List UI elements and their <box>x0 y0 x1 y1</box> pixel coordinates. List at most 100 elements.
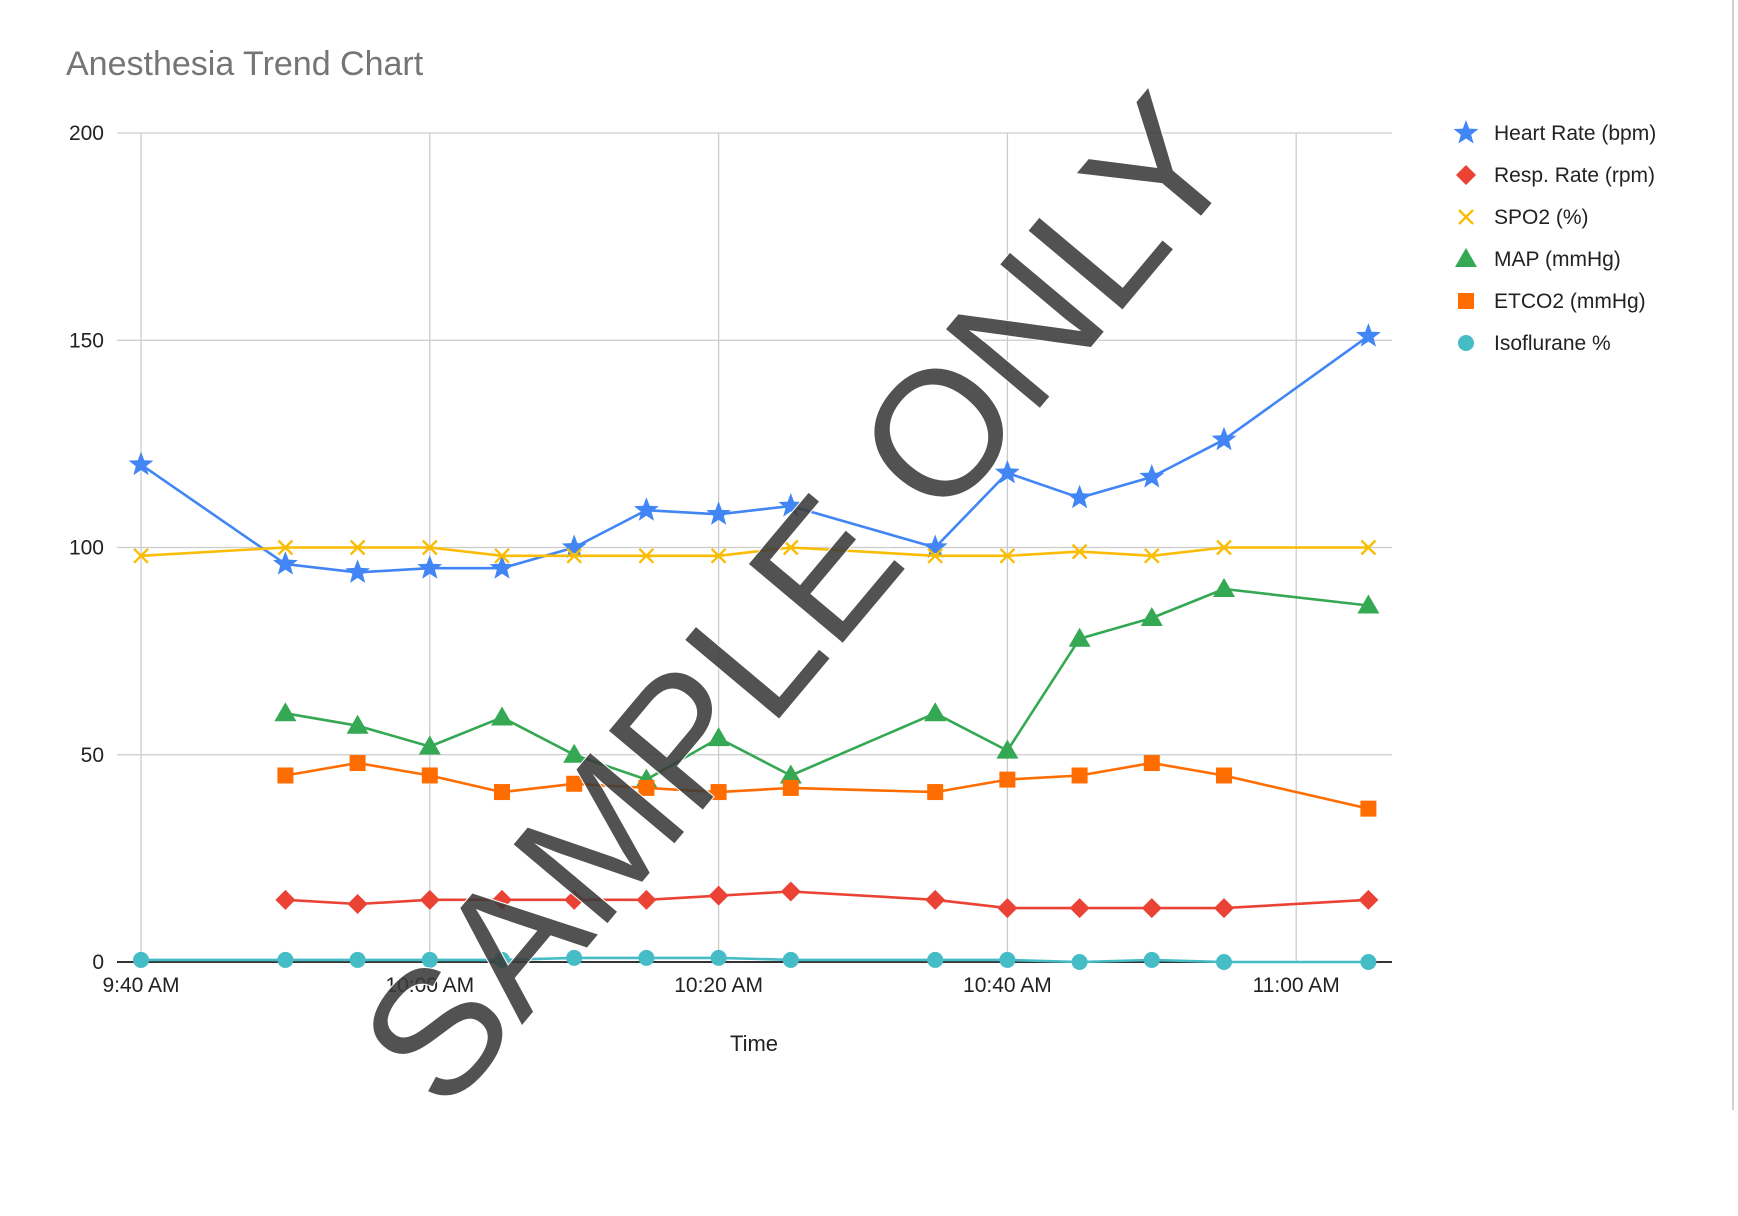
data-point-heart-rate-bpm <box>273 551 298 575</box>
data-point-heart-rate-bpm <box>634 497 659 521</box>
data-point-spo2 <box>1143 547 1160 564</box>
data-point-map-mmhg <box>707 727 730 747</box>
data-point-isoflurane <box>782 951 799 968</box>
legend-item-etco2-mmhg: ETCO2 (mmHg) <box>1458 290 1646 313</box>
data-point-etco2-mmhg <box>494 784 510 801</box>
series-line-map-mmhg <box>285 587 1369 781</box>
data-point-isoflurane <box>638 949 655 966</box>
legend-item-isoflurane: Isoflurane % <box>1458 332 1611 355</box>
data-point-spo2 <box>782 539 799 556</box>
data-point-map-mmhg <box>346 714 369 734</box>
legend-label-spo2: SPO2 (%) <box>1494 206 1589 229</box>
data-point-map-mmhg <box>418 735 441 755</box>
series-spo2 <box>133 539 1377 564</box>
data-point-etco2-mmhg <box>638 779 655 796</box>
data-point-isoflurane <box>1360 954 1377 970</box>
legend-label-etco2-mmhg: ETCO2 (mmHg) <box>1494 290 1646 313</box>
data-point-isoflurane <box>421 951 438 968</box>
data-point-heart-rate-bpm <box>489 555 515 579</box>
x-tick-label: 10:20 AM <box>674 974 763 997</box>
data-point-spo2 <box>1360 539 1377 556</box>
series-etco2-mmhg <box>277 755 1377 817</box>
data-point-heart-rate-bpm <box>1356 323 1381 347</box>
data-point-spo2 <box>1216 539 1232 556</box>
data-point-resp-rate-rpm <box>347 893 368 914</box>
data-point-heart-rate-bpm <box>128 451 154 476</box>
legend-item-heart-rate-bpm: Heart Rate (bpm) <box>1453 120 1656 145</box>
data-point-map-mmhg <box>1068 627 1091 647</box>
x-tick-label: 9:40 AM <box>102 974 179 997</box>
legend: Heart Rate (bpm) Resp. Rate (rpm) SPO2 (%)… <box>1453 120 1656 355</box>
data-point-heart-rate-bpm <box>778 493 804 517</box>
data-point-resp-rate-rpm <box>780 881 801 902</box>
data-point-isoflurane <box>277 951 294 968</box>
y-tick-label: 0 <box>92 951 104 974</box>
data-point-etco2-mmhg <box>566 775 583 792</box>
data-point-heart-rate-bpm <box>1211 426 1237 451</box>
chart-title: Anesthesia Trend Chart <box>66 45 424 83</box>
data-point-heart-rate-bpm <box>922 534 948 558</box>
data-point-spo2 <box>277 539 294 556</box>
data-point-heart-rate-bpm <box>706 501 731 525</box>
legend-label-resp-rate-rpm: Resp. Rate (rpm) <box>1494 164 1655 187</box>
legend-label-heart-rate-bpm: Heart Rate (bpm) <box>1494 122 1656 145</box>
data-point-heart-rate-bpm <box>1067 484 1092 509</box>
x-tick-label: 10:00 AM <box>385 974 474 997</box>
series-layer <box>128 323 1381 970</box>
data-point-isoflurane <box>494 951 510 968</box>
data-point-map-mmhg <box>491 706 513 726</box>
data-point-spo2 <box>494 547 510 564</box>
data-point-isoflurane <box>999 951 1016 968</box>
legend-marker-spo2 <box>1458 209 1474 225</box>
data-point-spo2 <box>421 539 438 556</box>
legend-marker-resp-rate-rpm <box>1456 165 1476 185</box>
data-point-heart-rate-bpm <box>417 555 443 579</box>
series-heart-rate-bpm <box>128 323 1381 583</box>
data-point-spo2 <box>999 547 1016 564</box>
data-point-resp-rate-rpm <box>636 889 657 910</box>
data-point-map-mmhg <box>924 702 947 722</box>
data-point-spo2 <box>710 547 727 564</box>
data-point-heart-rate-bpm <box>561 534 587 558</box>
data-point-etco2-mmhg <box>927 784 944 801</box>
data-point-etco2-mmhg <box>1360 800 1377 817</box>
data-point-etco2-mmhg <box>1143 755 1160 772</box>
data-point-resp-rate-rpm <box>708 885 729 906</box>
data-point-etco2-mmhg <box>1071 767 1088 784</box>
data-point-isoflurane <box>133 951 149 968</box>
series-line-resp-rate-rpm <box>285 890 1369 910</box>
data-point-isoflurane <box>1143 951 1160 968</box>
legend-label-isoflurane: Isoflurane % <box>1494 332 1611 355</box>
data-point-map-mmhg <box>1213 577 1235 597</box>
data-point-etco2-mmhg <box>421 767 438 784</box>
data-point-isoflurane <box>1216 954 1232 970</box>
data-point-resp-rate-rpm <box>1358 889 1379 910</box>
data-point-heart-rate-bpm <box>345 559 370 583</box>
data-point-spo2 <box>927 547 944 564</box>
legend-label-map-mmhg: MAP (mmHg) <box>1494 248 1621 271</box>
data-point-resp-rate-rpm <box>564 889 585 910</box>
legend-item-resp-rate-rpm: Resp. Rate (rpm) <box>1456 164 1655 187</box>
data-point-isoflurane <box>349 951 366 968</box>
series-isoflurane <box>133 949 1377 970</box>
legend-marker-isoflurane <box>1458 335 1474 351</box>
data-point-etco2-mmhg <box>277 767 294 784</box>
y-tick-label: 150 <box>69 329 104 352</box>
page-edge-line <box>1732 0 1734 1110</box>
data-point-isoflurane <box>927 951 944 968</box>
data-point-map-mmhg <box>1140 606 1163 626</box>
x-tick-label: 10:40 AM <box>963 974 1052 997</box>
data-point-etco2-mmhg <box>710 784 727 801</box>
legend-item-spo2: SPO2 (%) <box>1458 206 1589 229</box>
data-point-map-mmhg <box>274 702 297 722</box>
data-point-isoflurane <box>566 949 583 966</box>
data-point-etco2-mmhg <box>349 755 366 772</box>
y-tick-label: 200 <box>69 122 104 145</box>
y-tick-label: 50 <box>81 744 104 767</box>
data-point-resp-rate-rpm <box>275 889 296 910</box>
data-point-spo2 <box>638 547 655 564</box>
x-tick-label: 11:00 AM <box>1253 974 1340 997</box>
x-axis-label: Time <box>730 1031 778 1056</box>
